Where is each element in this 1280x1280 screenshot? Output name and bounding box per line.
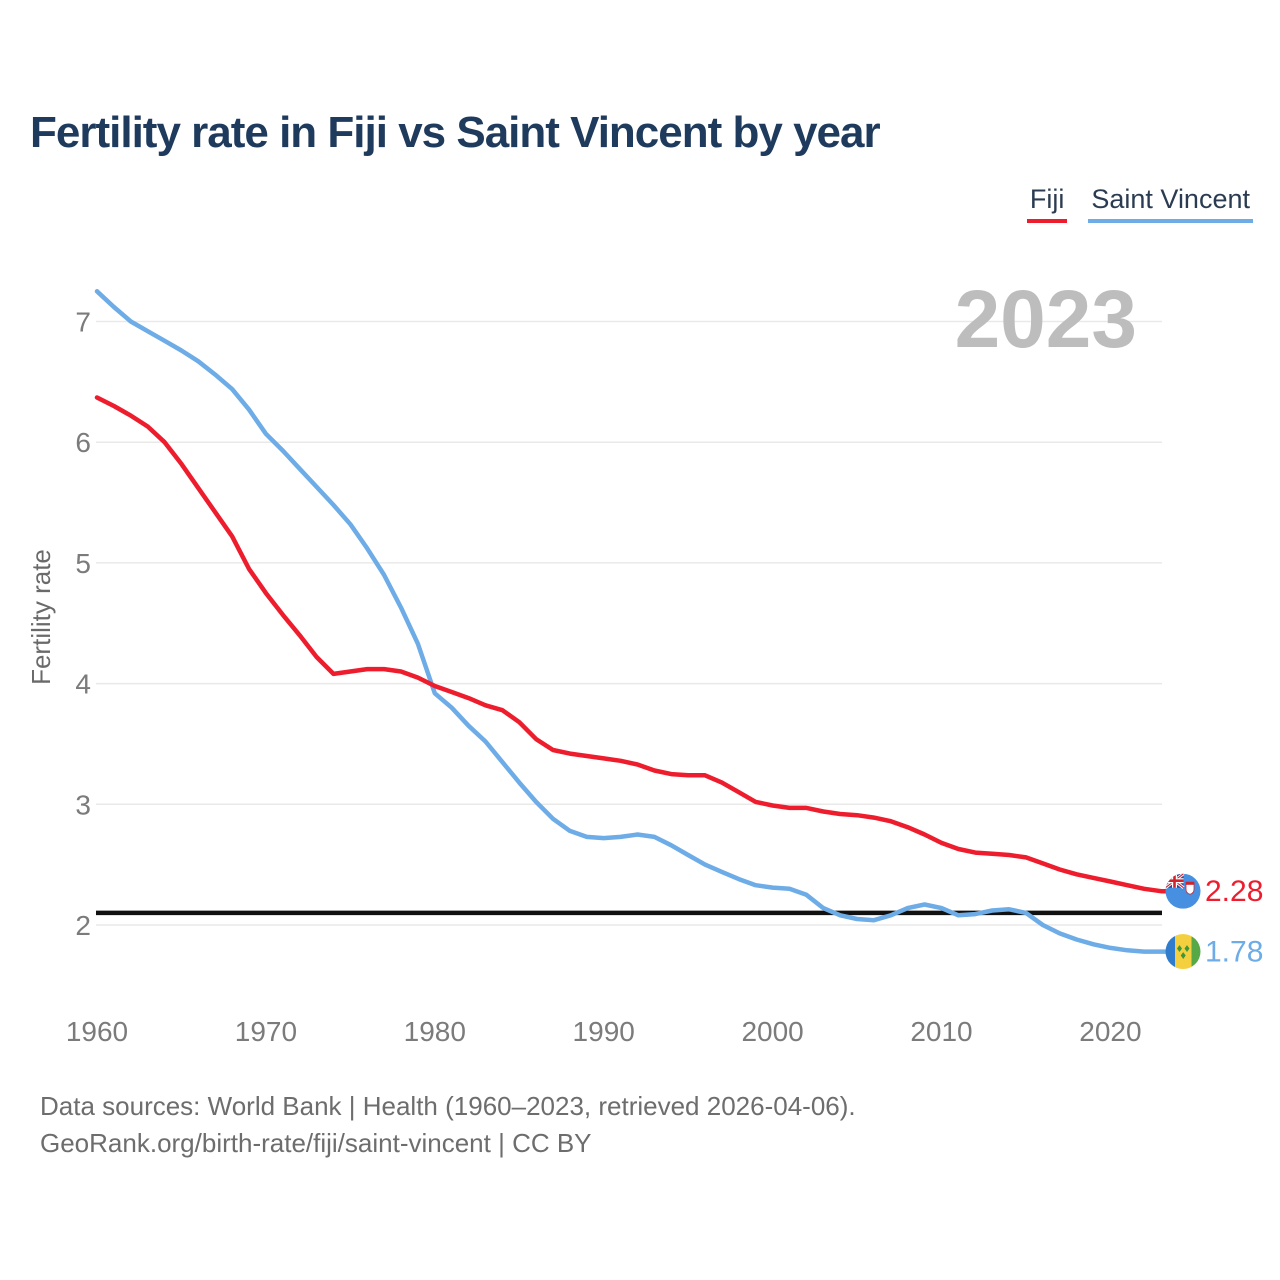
y-tick-label: 6	[75, 427, 91, 458]
y-tick-label: 3	[75, 789, 91, 820]
footer-source-line: Data sources: World Bank | Health (1960–…	[40, 1091, 856, 1121]
legend-item-saint-vincent[interactable]: Saint Vincent	[1088, 184, 1253, 223]
y-tick-label: 5	[75, 548, 91, 579]
x-tick-label: 2000	[741, 1016, 803, 1047]
fiji-line[interactable]	[94, 395, 1169, 894]
footer-license-line: GeoRank.org/birth-rate/fiji/saint-vincen…	[40, 1127, 592, 1158]
saint-vincent-value-label: 1.78	[1205, 936, 1263, 969]
x-tick-label: 1960	[66, 1016, 128, 1047]
fiji-value-label: 2.28	[1205, 875, 1263, 908]
saint-vincent-flag-icon	[1165, 934, 1201, 970]
year-watermark: 2023	[955, 274, 1137, 365]
saint-vincent-line[interactable]	[94, 289, 1169, 954]
y-axis-title: Fertility rate	[26, 549, 56, 685]
legend-item-fiji[interactable]: Fiji	[1026, 184, 1068, 223]
fiji-flag-icon	[1165, 873, 1201, 909]
page-title: Fertility rate in Fiji vs Saint Vincent …	[30, 108, 881, 157]
footer: Data sources: World Bank | Health (1960–…	[40, 1088, 856, 1162]
y-tick-label: 2	[75, 910, 91, 941]
x-tick-label: 1970	[235, 1016, 297, 1047]
x-tick-label: 2020	[1079, 1016, 1141, 1047]
y-tick-label: 4	[75, 669, 91, 700]
x-tick-label: 1980	[404, 1016, 466, 1047]
y-tick-label: 7	[75, 307, 91, 338]
legend: Fiji Saint Vincent	[1026, 184, 1253, 223]
x-tick-label: 2010	[910, 1016, 972, 1047]
x-tick-label: 1990	[573, 1016, 635, 1047]
